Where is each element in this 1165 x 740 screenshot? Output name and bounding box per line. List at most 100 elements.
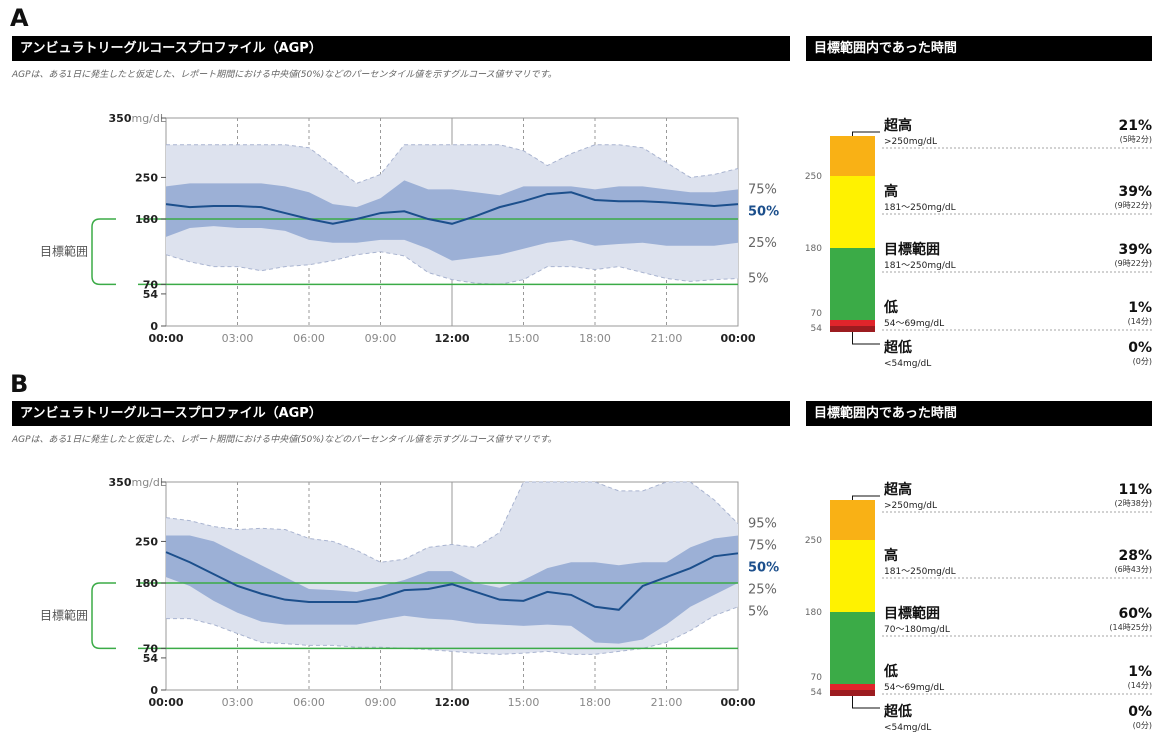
- x-tick-label: 06:00: [293, 332, 325, 345]
- panel-letter: B: [10, 370, 29, 398]
- x-tick-label: 06:00: [293, 696, 325, 709]
- y-tick-label: 250: [135, 171, 158, 184]
- tir-range: >250mg/dL: [884, 501, 937, 511]
- target-label: 目標範囲: [40, 608, 88, 623]
- tir-name: 超高: [883, 481, 912, 498]
- p5-line: [166, 606, 739, 655]
- x-tick-label: 00:00: [148, 332, 183, 345]
- tir-chart: 250 180 70 54 超高 >250mg/dL 11%(2時38分) 高 181〜250m…: [805, 481, 1152, 732]
- y-unit: mg/dL: [131, 112, 166, 125]
- tir-name: 目標範囲: [884, 605, 940, 622]
- tir-segment-3: [830, 684, 875, 690]
- tir-pct: 21%: [1118, 118, 1152, 134]
- tir-name: 超低: [883, 339, 912, 356]
- x-tick-label: 18:00: [579, 696, 611, 709]
- tir-range: <54mg/dL: [884, 723, 931, 732]
- tir-pct: 39%: [1118, 242, 1152, 258]
- y-tick-label: 0: [150, 320, 158, 333]
- x-tick-label: 12:00: [434, 696, 469, 709]
- y-tick-label: 70: [143, 642, 159, 655]
- tir-time: (0分): [1133, 357, 1152, 366]
- y-tick-label: 350mg/dL: [109, 112, 167, 125]
- tir-segment-3: [830, 320, 875, 326]
- median-line: [165, 191, 739, 225]
- panel-letter: A: [10, 4, 29, 32]
- y-tick-label: 0: [150, 684, 158, 697]
- y-tick-label: 54: [143, 652, 159, 665]
- tir-bar-tick: 250: [805, 172, 822, 182]
- agp-subtitle: AGPは、ある1日に発生したと仮定した、レポート期間における中央値(50%)など…: [12, 70, 557, 80]
- tir-bar-tick: 70: [811, 673, 823, 683]
- y-tick-label: 350mg/dL: [109, 476, 167, 489]
- y-tick-label: 180: [135, 213, 158, 226]
- tir-segment-1: [830, 176, 875, 248]
- tir-pct: 60%: [1118, 606, 1152, 622]
- tir-pct: 0%: [1128, 340, 1152, 356]
- tir-time: (0分): [1133, 721, 1152, 730]
- x-tick-label: 00:00: [720, 332, 755, 345]
- tir-name: 超低: [883, 703, 912, 720]
- tir-time: (9時22分): [1114, 259, 1152, 268]
- tir-range: 70〜180mg/dL: [884, 625, 950, 635]
- percentile-label-p75: 75%: [748, 182, 777, 197]
- p95-line: [166, 144, 739, 184]
- x-tick-label: 21:00: [651, 696, 683, 709]
- tir-time: (5時2分): [1120, 135, 1152, 144]
- tir-bar-tick: 54: [811, 688, 823, 698]
- x-tick-label: 15:00: [508, 332, 540, 345]
- tir-time: (14時25分): [1109, 623, 1152, 632]
- tir-name: 低: [883, 299, 898, 316]
- tir-pct: 11%: [1118, 482, 1152, 498]
- y-tick-label: 180: [135, 577, 158, 590]
- percentile-label-p5: 5%: [748, 605, 769, 620]
- y-tick-label: 250: [135, 535, 158, 548]
- tir-bar-tick: 70: [811, 309, 823, 319]
- x-tick-label: 09:00: [365, 696, 397, 709]
- tir-range: >250mg/dL: [884, 137, 937, 147]
- tir-segment-2: [830, 612, 875, 684]
- target-label: 目標範囲: [40, 244, 88, 259]
- x-tick-label: 00:00: [720, 696, 755, 709]
- tir-range: 181〜250mg/dL: [884, 261, 956, 271]
- percentile-label-p5: 5%: [748, 271, 769, 286]
- tir-bar-tick: 180: [805, 244, 822, 254]
- x-tick-label: 03:00: [222, 696, 254, 709]
- tir-title-bar: 目標範囲内であった時間: [806, 401, 1152, 426]
- tir-segment-0: [830, 136, 875, 176]
- tir-segment-4: [830, 326, 875, 332]
- tir-name: 目標範囲: [884, 241, 940, 258]
- tir-range: 54〜69mg/dL: [884, 683, 944, 693]
- x-tick-label: 15:00: [508, 696, 540, 709]
- agp-subtitle: AGPは、ある1日に発生したと仮定した、レポート期間における中央値(50%)など…: [12, 435, 557, 445]
- y-unit: mg/dL: [131, 476, 166, 489]
- tir-time: (2時38分): [1114, 499, 1152, 508]
- tir-pct: 28%: [1118, 548, 1152, 564]
- percentile-label-p50: 50%: [748, 204, 779, 219]
- tir-segment-2: [830, 248, 875, 320]
- percentile-label-p25: 25%: [748, 583, 777, 598]
- tir-bar-tick: 250: [805, 536, 822, 546]
- x-tick-label: 03:00: [222, 332, 254, 345]
- tir-name: 高: [884, 183, 898, 200]
- tir-segment-4: [830, 690, 875, 696]
- p5-line: [165, 251, 739, 285]
- p95-line: [165, 481, 739, 563]
- tir-pct: 1%: [1128, 300, 1152, 316]
- percentile-label-p95: 95%: [748, 517, 777, 532]
- x-tick-label: 09:00: [365, 332, 397, 345]
- tir-range: 181〜250mg/dL: [884, 567, 956, 577]
- tir-range: 54〜69mg/dL: [884, 319, 944, 329]
- tir-time: (14分): [1128, 317, 1152, 326]
- median-line: [165, 551, 739, 611]
- percentile-label-p25: 25%: [748, 236, 777, 251]
- tir-range: 181〜250mg/dL: [884, 203, 956, 213]
- tir-name: 高: [884, 547, 898, 564]
- tir-pct: 39%: [1118, 184, 1152, 200]
- tir-name: 低: [883, 663, 898, 680]
- agp-title-bar: アンビュラトリーグルコースプロファイル（AGP）: [12, 401, 790, 426]
- tir-name: 超高: [883, 117, 912, 134]
- target-bracket: [91, 582, 116, 650]
- tir-time: (14分): [1128, 681, 1152, 690]
- x-tick-label: 00:00: [148, 696, 183, 709]
